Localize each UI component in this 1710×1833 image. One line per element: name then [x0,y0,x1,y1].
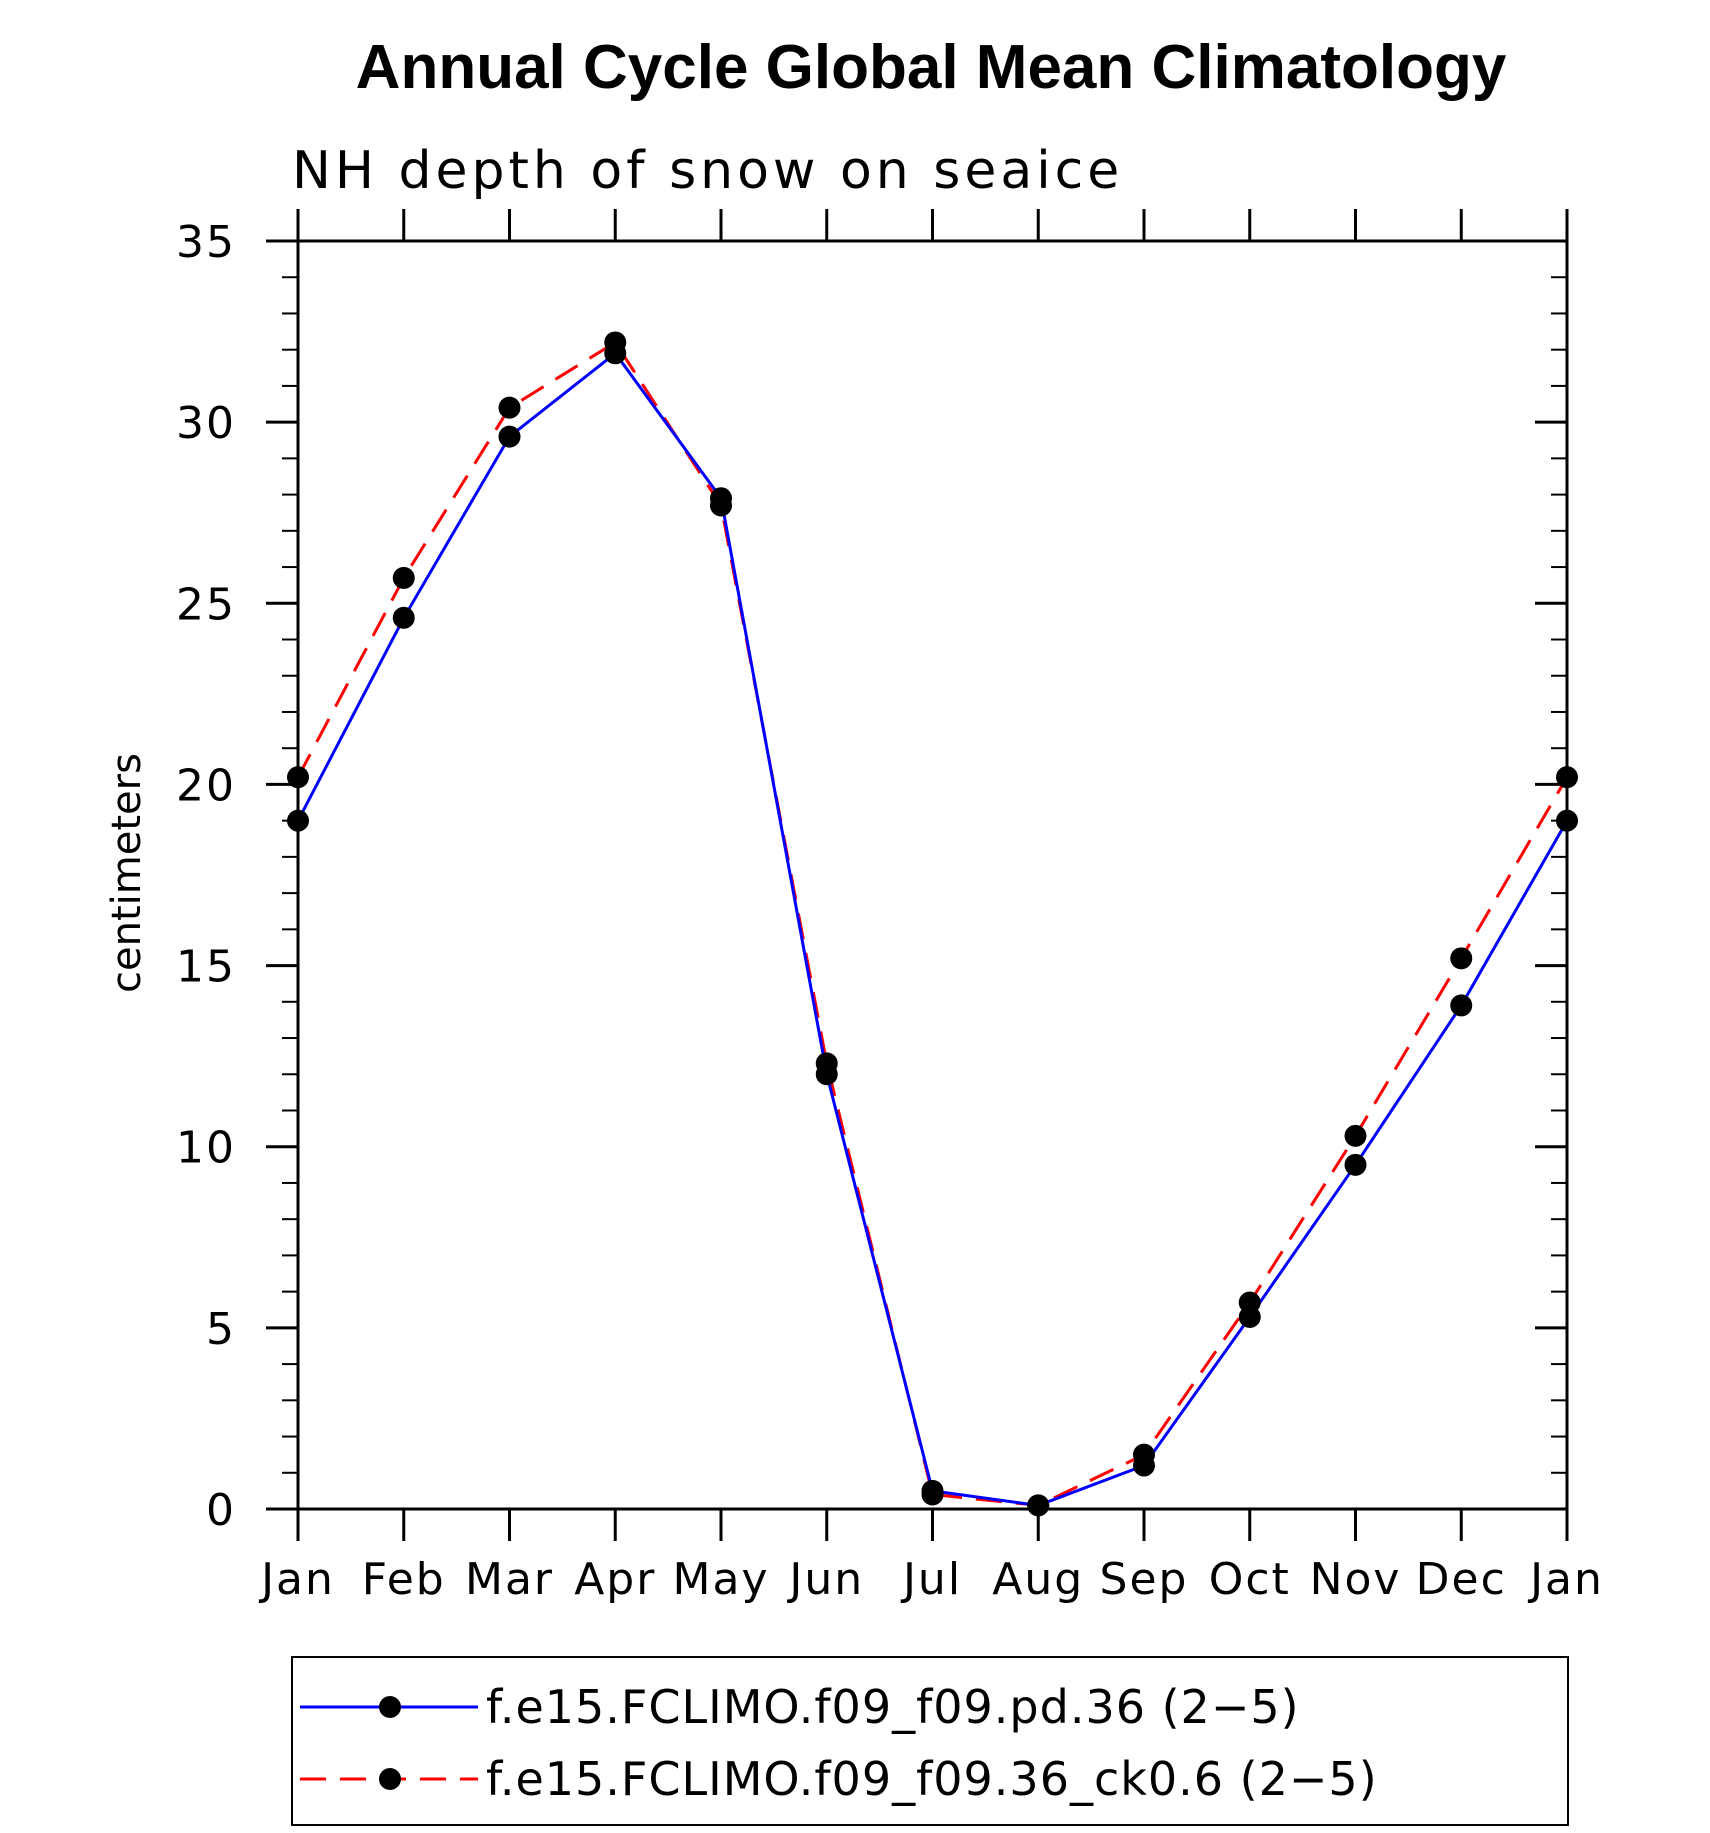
x-tick-label-jun: Jun [786,1554,864,1605]
data-point-series-2 [604,331,627,354]
x-tick-label-jul: Jul [900,1554,962,1605]
x-tick-label-nov: Nov [1310,1554,1402,1605]
data-point-series-2 [1450,947,1473,970]
x-tick-labels: Jan Feb Mar Apr May Jun Jul Aug Sep Oct Nov Dec Jan [258,1554,1604,1605]
x-tick-label-jan: Jan [258,1554,335,1605]
data-point-series-1 [1450,994,1473,1017]
data-point-series-1 [287,809,309,832]
x-tick-label-dec: Dec [1416,1554,1507,1605]
data-point-series-2 [1556,766,1578,789]
plot-frame [296,239,1569,1511]
y-tick-label: 25 [176,579,236,630]
data-point-series-2 [710,494,732,517]
x-tick-label-apr: Apr [574,1554,656,1605]
y-tick-label: 20 [176,760,236,811]
y-axis-label: centimeters [104,753,150,993]
x-tick-label-jan: Jan [1527,1554,1604,1605]
legend: f.e15.FCLIMO.f09_f09.pd.36 (2−5) f.e15.F… [291,1656,1569,1826]
data-point-series-2 [1344,1124,1367,1147]
data-point-series-1 [1344,1153,1367,1176]
y-tick-label: 15 [176,942,236,993]
series-line-1 [296,351,1569,1507]
y-tick-label: 10 [176,1123,236,1174]
data-point-series-2 [498,396,521,419]
y-tick-labels: 0 5 10 15 20 25 30 35 [176,217,236,1536]
x-tick-label-sep: Sep [1100,1554,1189,1605]
series-layer [287,331,1578,1517]
data-point-series-2 [287,766,309,789]
data-point-series-1 [1556,809,1578,832]
data-point-series-1 [498,425,521,448]
x-tick-label-oct: Oct [1209,1554,1291,1605]
legend-marker-series-1 [379,1696,401,1718]
y-tick-label: 35 [176,217,236,268]
x-tick-label-feb: Feb [362,1554,446,1605]
x-tick-label-mar: Mar [465,1554,554,1605]
legend-marker-series-2 [379,1768,401,1790]
legend-box [291,1656,1569,1826]
data-point-series-2 [1238,1291,1261,1314]
legend-label-series-1: f.e15.FCLIMO.f09_f09.pd.36 (2−5) [486,1680,1300,1734]
data-point-series-1 [392,606,415,629]
data-point-series-2 [1133,1443,1155,1466]
legend-label-series-2: f.e15.FCLIMO.f09_f09.36_ck0.6 (2−5) [486,1752,1378,1806]
y-tick-label: 0 [206,1485,236,1536]
data-point-series-2 [1027,1494,1050,1517]
y-tick-label: 30 [176,398,236,449]
chart-subtitle: NH depth of snow on seaice [292,141,1123,201]
series-line-2 [296,340,1569,1507]
data-point-series-2 [921,1483,944,1506]
x-tick-label-aug: Aug [992,1554,1084,1605]
chart-title: Annual Cycle Global Mean Climatology [356,33,1507,102]
x-tick-label-may: May [673,1554,770,1605]
y-tick-label: 5 [206,1304,236,1355]
data-point-series-2 [815,1052,838,1075]
axis-ticks [266,209,1569,1541]
data-point-series-2 [392,566,415,589]
